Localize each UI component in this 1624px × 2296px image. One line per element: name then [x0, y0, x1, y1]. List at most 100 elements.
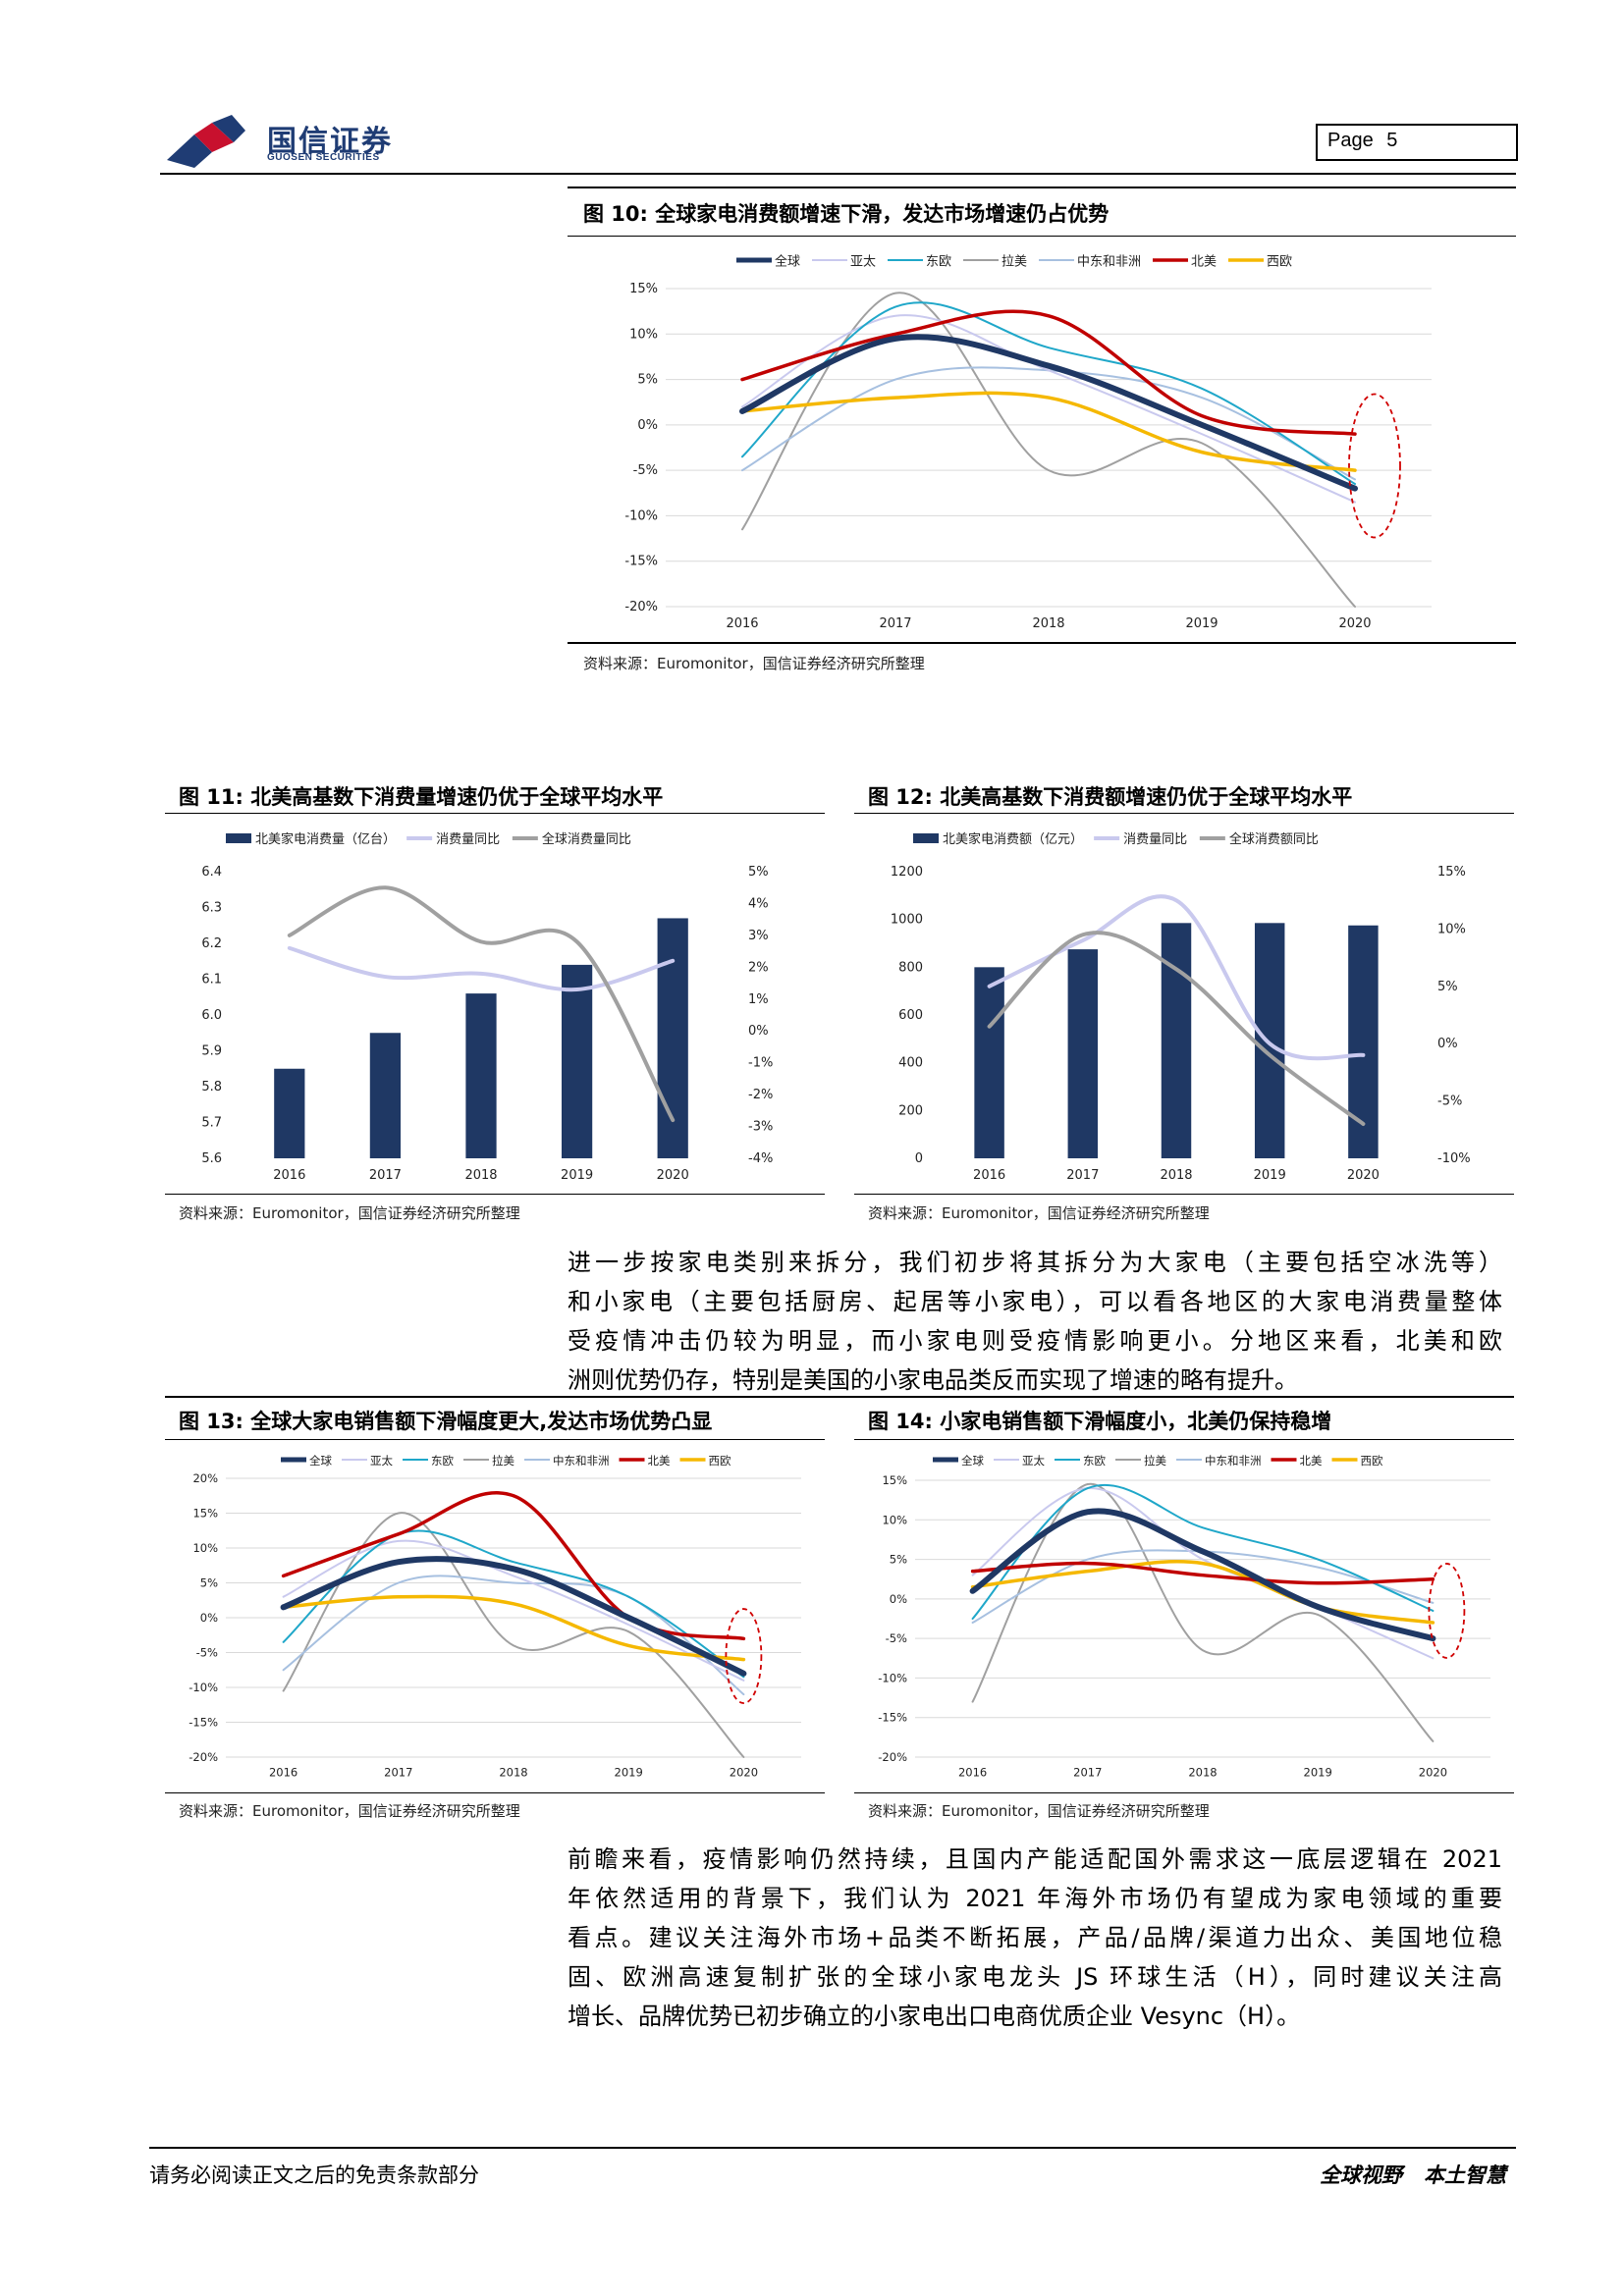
legend-label: 中东和非洲: [1205, 1454, 1262, 1468]
legend-label: 中东和非洲: [1077, 255, 1141, 270]
series-line-全球: [739, 334, 1358, 492]
legend-label: 亚太: [850, 255, 876, 270]
y-tick-label: -10%: [189, 1681, 218, 1694]
legend-label: 消费量同比: [1123, 832, 1187, 847]
para1-line: 受疫情冲击仍较为明显，而小家电则受疫情影响更小。分地区来看，北美和欧: [568, 1327, 1502, 1355]
legend-swatch: [913, 833, 939, 843]
y-tick-label: 10%: [882, 1513, 907, 1526]
y-tick-label: 1200: [891, 865, 923, 880]
fig12-bottom-rule: [854, 1194, 1514, 1195]
y-tick-label: 6.1: [201, 973, 222, 988]
x-tick-label: 2017: [879, 616, 911, 631]
legend-label: 西欧: [1361, 1454, 1383, 1468]
legend-label: 东欧: [431, 1454, 454, 1468]
y-tick-label: 800: [898, 960, 923, 975]
y-tick-label: -15%: [878, 1711, 907, 1725]
para2-line: 前瞻来看，疫情影响仍然持续，且国内产能适配国外需求这一底层逻辑在 2021: [568, 1845, 1502, 1873]
series-line-亚太: [971, 1487, 1435, 1660]
y-tick-label: -5%: [886, 1631, 907, 1645]
series-line: [287, 945, 676, 992]
legend-label: 西欧: [709, 1454, 731, 1468]
series-line-北美: [281, 1491, 746, 1641]
y-tick-label: 5.6: [201, 1151, 222, 1166]
legend-label: 北美: [648, 1454, 671, 1468]
y-tick-label: 6.2: [201, 936, 222, 951]
y2-tick-label: -10%: [1437, 1151, 1471, 1166]
x-tick-label: 2016: [269, 1766, 298, 1780]
bar: [657, 918, 688, 1158]
bar: [561, 964, 593, 1158]
x-tick-label: 2018: [499, 1766, 527, 1780]
y2-tick-label: -4%: [748, 1151, 773, 1166]
fig12-chart: 1200 1000 800 600 400 200 0 15% 10% 5% 0% -5% -10% 20…: [891, 831, 1471, 1183]
y2-tick-label: 0%: [748, 1024, 769, 1039]
y-tick-label: 6.3: [201, 901, 222, 916]
page-number: 5: [1386, 130, 1398, 151]
x-tick-label: 2020: [1419, 1766, 1447, 1780]
y-tick-label: 20%: [192, 1471, 218, 1485]
y-tick-label: 0%: [200, 1611, 218, 1625]
y-tick-label: 5.7: [201, 1116, 222, 1131]
bar: [369, 1033, 402, 1158]
y-tick-label: -10%: [624, 508, 658, 523]
y-tick-label: -15%: [189, 1716, 218, 1730]
y-tick-label: -15%: [624, 555, 658, 569]
bar: [1161, 923, 1192, 1158]
series-line-东欧: [971, 1483, 1435, 1620]
fig13-bottom-rule: [165, 1792, 825, 1793]
fig14-bottom-rule: [854, 1792, 1514, 1793]
y-tick-label: 6.0: [201, 1008, 222, 1023]
para1-line: 和小家电（主要包括厨房、起居等小家电），可以看各地区的大家电消费量整体: [568, 1288, 1502, 1315]
y-tick-label: 0%: [637, 418, 658, 433]
bar: [1348, 925, 1379, 1158]
x-tick-label: 2018: [1188, 1766, 1217, 1780]
x-tick-label: 2018: [1032, 616, 1064, 631]
legend-label: 亚太: [1022, 1454, 1045, 1468]
fig12-title: 图 12: 北美高基数下消费额增速仍优于全球平均水平: [868, 785, 1353, 809]
y-tick-label: 5.8: [201, 1080, 222, 1095]
fig10-bottom-rule: [568, 642, 1516, 644]
series-line-拉美: [282, 1512, 745, 1758]
y-tick-label: -20%: [878, 1750, 907, 1764]
y2-tick-label: -3%: [748, 1120, 773, 1135]
series-line-中东和非洲: [971, 1549, 1435, 1625]
para2-line: 增长、品牌优势已初步确立的小家电出口电商优质企业 Vesync（H）。: [568, 2002, 1301, 2030]
fig11-bottom-rule: [165, 1194, 825, 1195]
fig14-source: 资料来源：Euromonitor，国信证券经济研究所整理: [868, 1802, 1210, 1820]
legend-label: 全球: [775, 254, 800, 270]
page-label: Page: [1327, 130, 1374, 151]
series-line-西欧: [281, 1594, 746, 1662]
footer-divider: [149, 2147, 1516, 2149]
legend-label: 东欧: [1083, 1454, 1106, 1468]
series-line-西欧: [740, 391, 1357, 472]
y2-tick-label: -2%: [748, 1088, 773, 1102]
series-line-东欧: [741, 301, 1356, 486]
y-tick-label: 5%: [200, 1576, 218, 1590]
bar: [465, 993, 497, 1158]
series-line-全球: [969, 1508, 1436, 1642]
series-line-东欧: [282, 1529, 745, 1679]
footer-disclaimer: 请务必阅读正文之后的免责条款部分: [149, 2163, 479, 2187]
legend-label: 全球: [961, 1454, 984, 1468]
fig13-source: 资料来源：Euromonitor，国信证券经济研究所整理: [179, 1802, 520, 1820]
legend-label: 东欧: [926, 255, 951, 270]
series-line-中东和非洲: [282, 1575, 745, 1696]
legend-label: 中东和非洲: [553, 1454, 610, 1468]
y-tick-label: -10%: [878, 1671, 907, 1684]
para2-line: 看点。建议关注海外市场+品类不断拓展，产品/品牌/渠道力出众、美国地位稳: [568, 1924, 1502, 1951]
logo-name: 国信证券: [267, 125, 393, 159]
legend-label: 拉美: [492, 1454, 514, 1468]
x-tick-label: 2019: [1185, 616, 1218, 631]
x-tick-label: 2016: [958, 1766, 987, 1780]
legend-label: 全球消费额同比: [1229, 831, 1319, 847]
y-tick-label: 5%: [890, 1553, 907, 1567]
fig10-title: 图 10: 全球家电消费额增速下滑，发达市场增速仍占优势: [583, 202, 1110, 226]
y-tick-label: 200: [898, 1103, 923, 1118]
para1-line: 进一步按家电类别来拆分，我们初步将其拆分为大家电（主要包括空冰洗等）: [568, 1249, 1502, 1276]
legend-label: 全球: [309, 1454, 332, 1468]
highlight-circle: [725, 1608, 763, 1704]
x-tick-label: 2017: [1073, 1766, 1102, 1780]
para1-line: 洲则优势仍存，特别是美国的小家电品类反而实现了增速的略有提升。: [568, 1366, 1298, 1394]
x-tick-label: 2019: [615, 1766, 643, 1780]
legend-label: 消费量同比: [436, 832, 500, 847]
